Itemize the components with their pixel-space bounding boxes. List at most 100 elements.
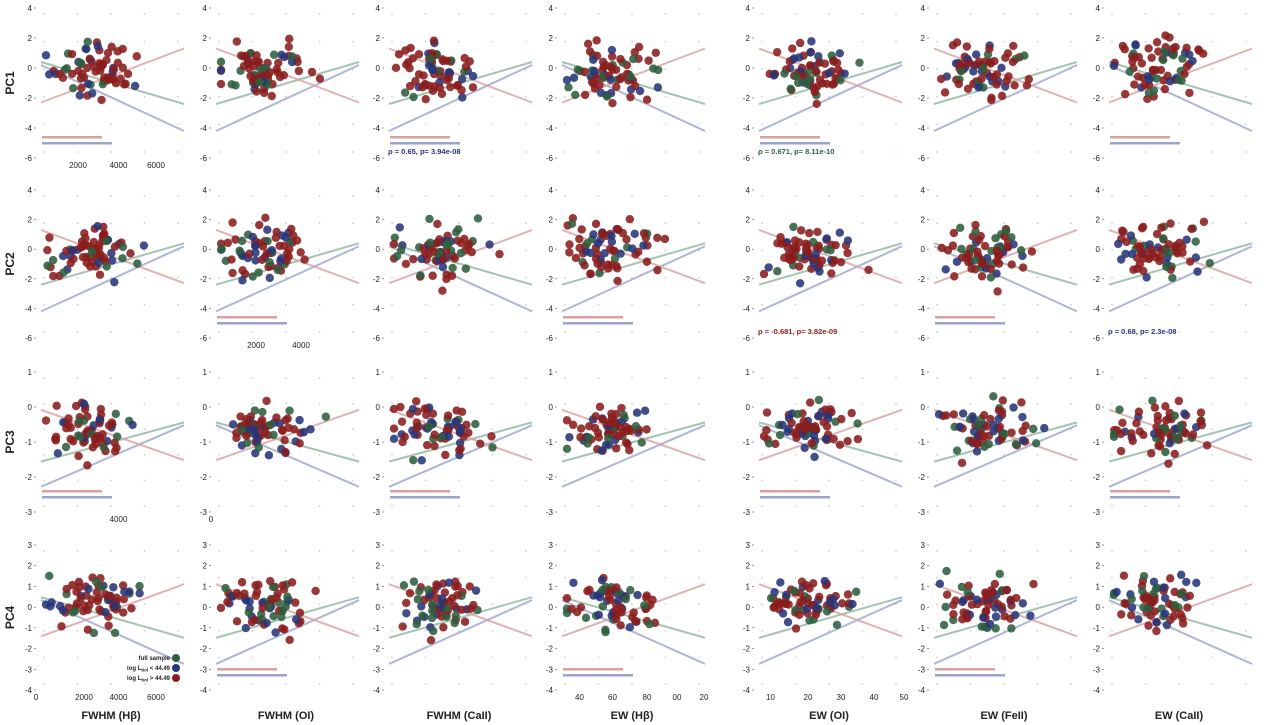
grid-dot: [828, 222, 830, 225]
grid-dot: [861, 249, 864, 252]
scatter-point: [1026, 611, 1035, 620]
y-tick-label: -2: [1093, 473, 1101, 482]
scatter-point: [1194, 46, 1204, 55]
scatter-point: [1181, 429, 1190, 438]
scatter-point: [130, 81, 140, 91]
scatter-point: [980, 442, 989, 452]
row-label-pc2: PC2: [3, 252, 17, 276]
scatter-point: [797, 226, 806, 235]
grid-dot: [76, 479, 79, 482]
scatter-point: [1119, 571, 1129, 580]
scatter-point: [444, 239, 453, 248]
grid-dot: [218, 453, 220, 456]
scatter-point: [591, 412, 600, 421]
scatter-point: [1176, 421, 1185, 430]
scatter-point: [260, 427, 270, 437]
regression-line: [215, 408, 360, 462]
scatter-point: [791, 624, 801, 633]
regression-line: [1108, 64, 1253, 132]
grid-dot: [352, 576, 354, 579]
grid-dot: [218, 428, 220, 431]
scatter-point: [266, 420, 275, 430]
grid-dot: [664, 479, 667, 482]
scatter-point: [438, 286, 447, 295]
scatter-point: [847, 408, 856, 418]
y-tick-label: 1: [549, 368, 554, 377]
scatter-point: [600, 249, 609, 258]
scatter-point: [977, 272, 987, 281]
y-tick-label: 1: [376, 582, 381, 591]
grid-dot: [1036, 331, 1039, 333]
grid-dot: [1144, 550, 1147, 552]
scatter-point: [437, 594, 447, 603]
scatter-point: [956, 66, 966, 76]
scatter-point: [76, 58, 85, 68]
scatter-point: [1118, 418, 1127, 427]
scatter-point: [79, 606, 88, 616]
scatter-point: [639, 229, 649, 238]
scatter-point: [832, 58, 842, 68]
scatter-point: [1127, 594, 1136, 604]
scatter-point: [648, 595, 657, 605]
grid-dot: [664, 629, 667, 632]
y-tick-label: -2: [743, 473, 751, 482]
scatter-point: [456, 248, 466, 258]
legend-label: full sample: [139, 656, 171, 662]
scatter-point: [268, 582, 278, 592]
grid-dot: [969, 151, 972, 153]
scatter-point: [74, 451, 83, 461]
grid-dot: [861, 276, 864, 279]
panel-r1-c3: 420-2-4-6: [546, 186, 706, 343]
scatter-point: [1177, 570, 1186, 580]
x-tick-label: 40: [575, 693, 584, 702]
grid-dot: [251, 505, 254, 507]
grid-dot: [391, 603, 393, 606]
y-tick-label: 2: [203, 562, 208, 571]
y-tick-label: -6: [1093, 154, 1101, 163]
scatter-point: [651, 48, 661, 58]
grid-dot: [424, 505, 427, 507]
grid-dot: [1111, 40, 1113, 43]
scatter-point: [276, 256, 285, 266]
scatter-point: [444, 74, 454, 83]
grid-dot: [794, 505, 797, 507]
scatter-point: [412, 397, 421, 406]
scatter-point: [653, 65, 663, 75]
scatter-point: [1127, 249, 1137, 259]
grid-dot: [177, 95, 179, 98]
y-tick-label: -1: [918, 624, 926, 633]
scatter-point: [994, 414, 1004, 423]
scatter-point: [248, 272, 257, 281]
scatter-point: [118, 581, 128, 590]
grid-dot: [794, 95, 797, 98]
y-tick-label: -6: [373, 334, 381, 343]
scatter-point: [307, 67, 317, 77]
scatter-point: [238, 276, 247, 285]
grid-dot: [491, 249, 494, 252]
grid-dot: [1070, 249, 1072, 252]
grid-dot: [1070, 303, 1072, 306]
scatter-point: [1199, 217, 1209, 226]
grid-dot: [597, 331, 600, 333]
scatter-point: [437, 89, 447, 99]
scatter-point: [935, 579, 945, 588]
scatter-point: [1152, 626, 1161, 636]
grid-dot: [631, 576, 633, 579]
y-tick-label: -1: [373, 624, 381, 633]
scatter-point: [107, 418, 117, 427]
scatter-point: [1127, 603, 1137, 612]
grid-dot: [664, 195, 667, 197]
grid-dot: [895, 195, 897, 197]
y-tick-label: -2: [1093, 275, 1101, 284]
scatter-point: [451, 582, 460, 591]
scatter-point: [1018, 599, 1028, 608]
grid-dot: [110, 576, 112, 579]
y-tick-label: 1: [376, 368, 381, 377]
grid-dot: [352, 13, 354, 15]
scatter-point: [389, 239, 399, 249]
scatter-point: [1022, 81, 1032, 90]
x-tick-label: 4000: [110, 515, 128, 524]
grid-dot: [285, 123, 287, 126]
scatter-point: [565, 433, 574, 442]
scatter-point: [282, 256, 291, 265]
